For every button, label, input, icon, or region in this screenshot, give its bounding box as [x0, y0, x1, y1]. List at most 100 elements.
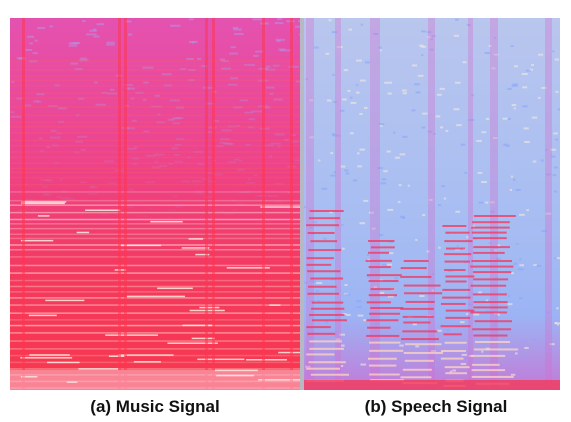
- texture: [330, 175, 335, 177]
- texture: [443, 333, 461, 335]
- texture: [10, 85, 300, 87]
- texture: [311, 308, 344, 310]
- texture: [234, 159, 239, 161]
- texture: [143, 82, 148, 84]
- texture: [189, 18, 194, 20]
- texture: [557, 324, 559, 326]
- texture: [10, 370, 300, 390]
- texture: [328, 19, 331, 21]
- texture: [366, 260, 392, 262]
- texture: [471, 355, 505, 357]
- texture: [470, 266, 513, 268]
- texture: [197, 58, 201, 60]
- texture: [10, 191, 300, 193]
- texture: [10, 286, 300, 288]
- texture: [389, 252, 393, 254]
- texture: [311, 374, 349, 376]
- texture: [134, 361, 161, 363]
- texture: [182, 325, 213, 327]
- texture: [399, 184, 402, 186]
- texture: [10, 65, 300, 67]
- texture: [440, 126, 443, 128]
- texture: [77, 232, 89, 234]
- texture: [353, 179, 357, 181]
- texture: [10, 69, 300, 71]
- texture: [10, 172, 300, 174]
- texture: [404, 285, 441, 287]
- texture: [10, 238, 300, 240]
- texture: [167, 342, 217, 344]
- texture: [401, 338, 439, 340]
- texture: [155, 154, 165, 156]
- texture: [512, 104, 516, 106]
- texture: [10, 348, 300, 350]
- texture: [401, 267, 427, 269]
- texture: [453, 108, 459, 110]
- texture: [519, 258, 521, 260]
- texture: [308, 286, 337, 288]
- texture: [533, 161, 537, 163]
- texture: [482, 131, 487, 133]
- texture: [10, 204, 300, 206]
- texture: [308, 249, 341, 251]
- texture: [127, 148, 135, 150]
- texture: [104, 160, 114, 162]
- texture: [400, 376, 431, 378]
- texture: [128, 34, 132, 36]
- texture: [360, 222, 365, 224]
- texture: [441, 303, 466, 305]
- texture: [478, 291, 482, 293]
- texture: [106, 44, 115, 46]
- texture: [192, 180, 202, 182]
- texture: [438, 247, 440, 249]
- texture: [145, 181, 154, 183]
- texture: [411, 109, 415, 111]
- texture: [532, 117, 538, 119]
- texture: [558, 108, 563, 110]
- texture: [99, 213, 108, 215]
- texture: [77, 136, 87, 138]
- texture: [514, 107, 516, 109]
- texture: [507, 88, 511, 90]
- texture: [421, 54, 423, 56]
- texture: [10, 92, 300, 94]
- texture: [472, 232, 507, 234]
- texture: [446, 329, 449, 331]
- texture: [10, 234, 300, 236]
- caption: (b) Speech Signal: [365, 397, 508, 416]
- texture: [10, 106, 300, 108]
- texture: [246, 359, 287, 361]
- texture: [471, 227, 510, 229]
- texture: [10, 256, 300, 258]
- texture: [533, 264, 536, 266]
- texture: [446, 310, 475, 312]
- texture: [321, 188, 327, 190]
- texture: [402, 217, 405, 219]
- texture: [10, 291, 300, 293]
- texture: [49, 25, 53, 27]
- texture: [240, 99, 248, 101]
- texture: [441, 325, 471, 327]
- texture: [306, 353, 334, 355]
- texture: [323, 238, 326, 240]
- texture: [350, 97, 353, 99]
- texture: [481, 351, 483, 353]
- texture: [460, 321, 465, 323]
- texture: [251, 110, 262, 112]
- texture: [344, 169, 348, 171]
- texture: [142, 67, 153, 69]
- texture: [363, 319, 367, 321]
- texture: [58, 107, 66, 109]
- texture: [522, 73, 528, 75]
- texture: [472, 376, 514, 378]
- texture: [388, 93, 392, 95]
- texture: [232, 209, 238, 211]
- texture: [140, 215, 147, 217]
- texture: [369, 280, 399, 282]
- texture: [329, 357, 333, 359]
- texture: [146, 155, 156, 157]
- texture: [29, 42, 33, 44]
- texture: [128, 189, 134, 191]
- texture: [367, 274, 402, 276]
- texture: [514, 65, 518, 67]
